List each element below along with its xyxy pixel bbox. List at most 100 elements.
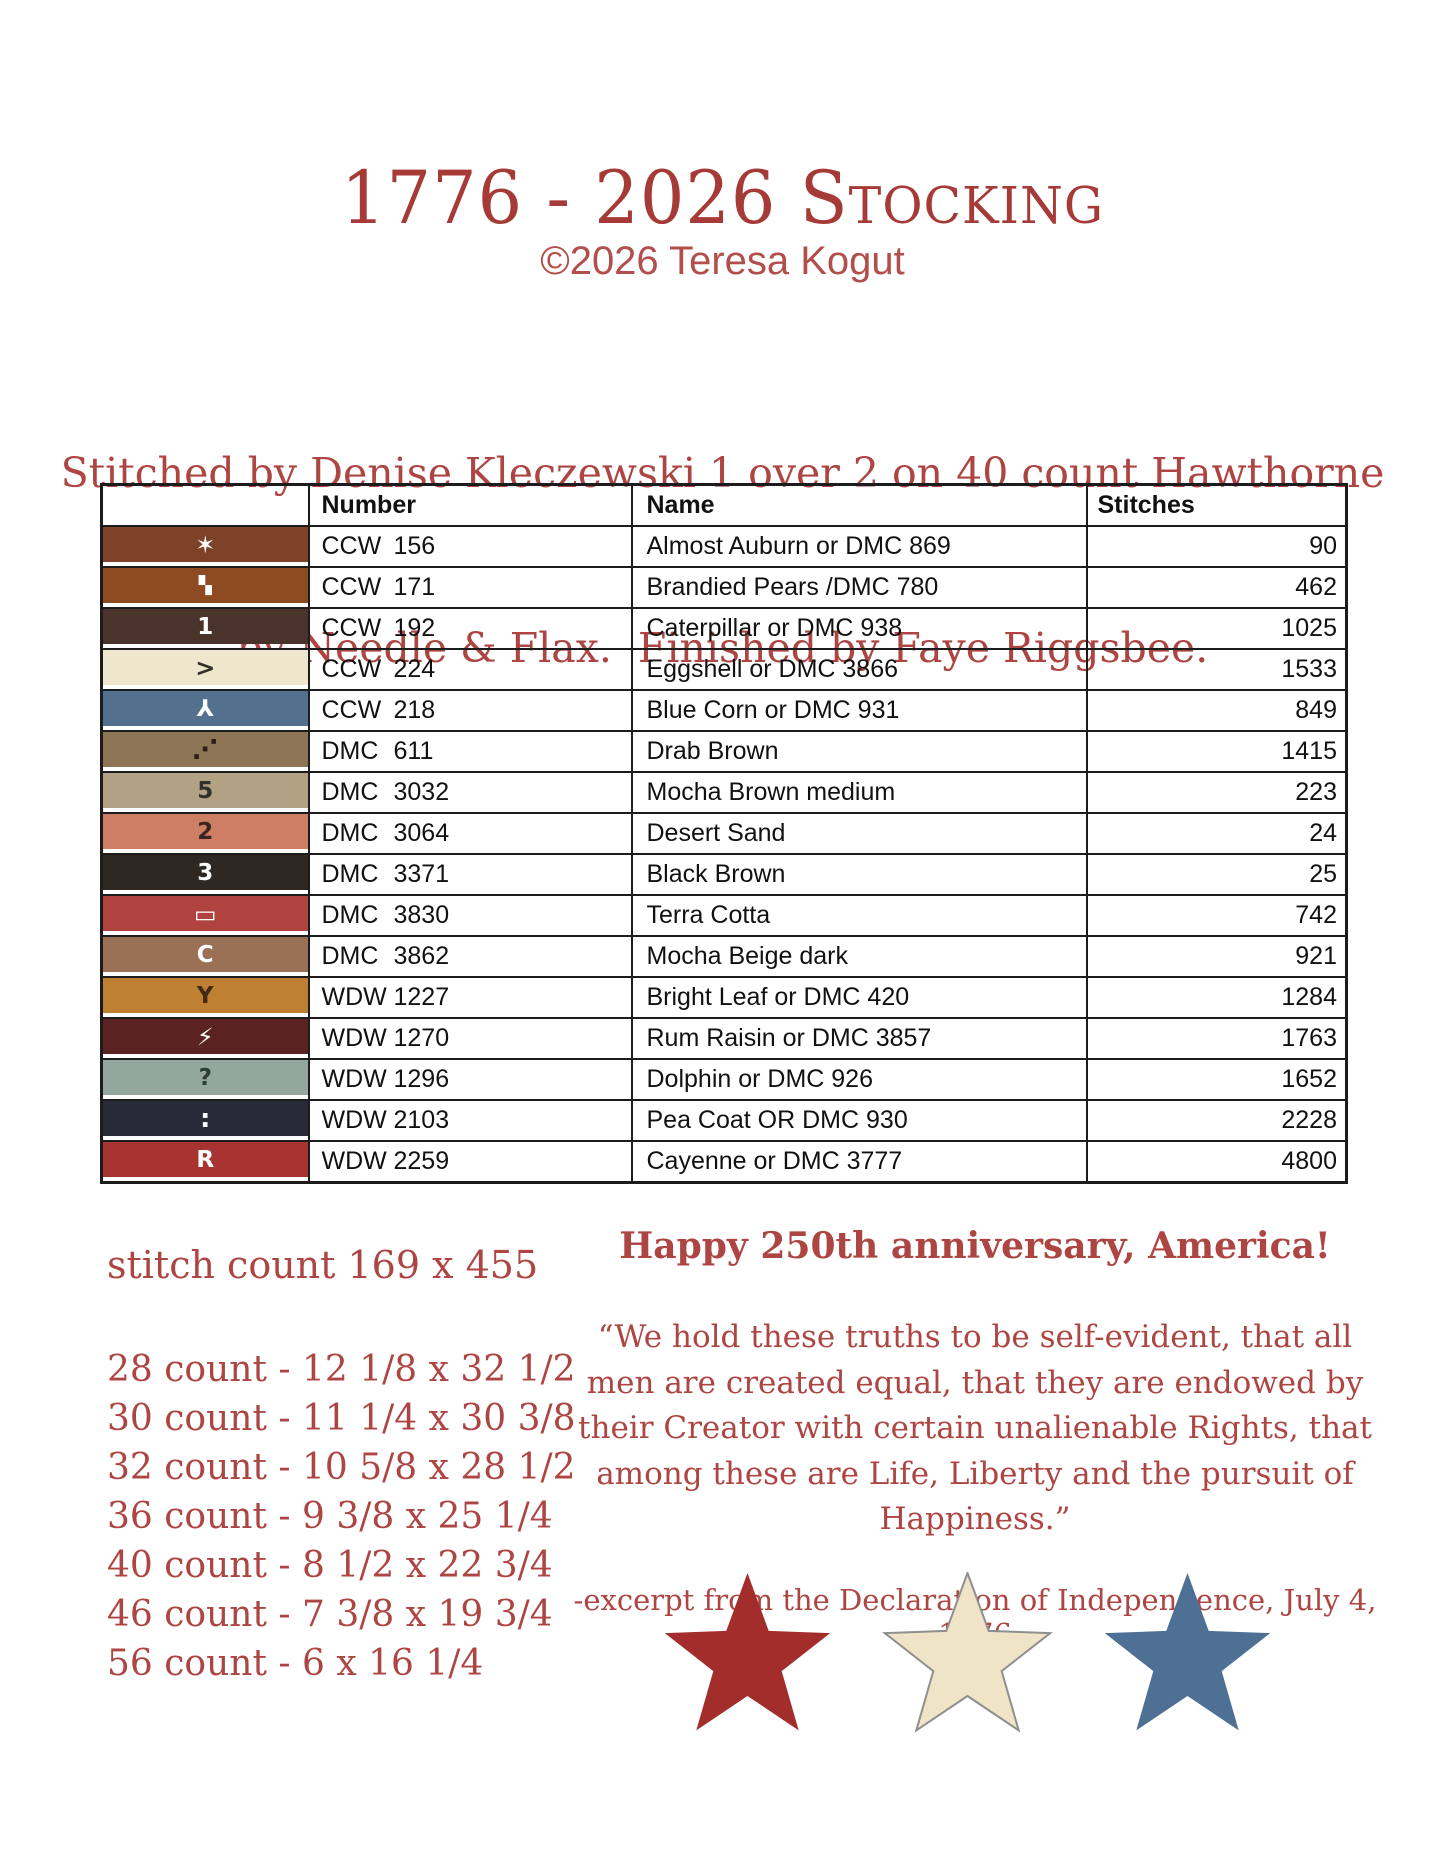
table-row: 1 CCW 192 Caterpillar or DMC 938 1025 bbox=[100, 607, 1348, 650]
thread-code: 218 bbox=[393, 696, 436, 724]
thread-brand: CCW bbox=[321, 655, 382, 683]
color-swatch-cell: 1 bbox=[100, 607, 310, 650]
page-title: 1776 - 2026 Stocking bbox=[341, 155, 1104, 241]
thread-code: 1270 bbox=[393, 1024, 450, 1052]
color-swatch: ⚡ bbox=[103, 1019, 308, 1054]
title-block: 1776 - 2026 Stocking ©2026 Teresa Kogut bbox=[0, 155, 1445, 284]
color-swatch-cell: 5 bbox=[100, 771, 310, 814]
color-swatch-cell: ⚡ bbox=[100, 1017, 310, 1060]
table-row: ⅄ CCW 218 Blue Corn or DMC 931 849 bbox=[100, 689, 1348, 732]
color-swatch: ✶ bbox=[103, 527, 308, 562]
size-info-block: stitch count 169 x 455 28 count - 12 1/8… bbox=[107, 1243, 576, 1688]
thread-code: 611 bbox=[393, 737, 434, 765]
color-swatch-cell: ✶ bbox=[100, 525, 310, 568]
thread-name-cell: Rum Raisin or DMC 3857 bbox=[630, 1017, 1088, 1060]
stars-row bbox=[660, 1572, 1275, 1739]
color-swatch: 1 bbox=[103, 609, 308, 644]
fabric-size-line: 32 count - 10 5/8 x 28 1/2 bbox=[107, 1447, 576, 1488]
thread-brand: CCW bbox=[321, 573, 382, 601]
table-row: 5 DMC 3032 Mocha Brown medium 223 bbox=[100, 771, 1348, 814]
thread-name-cell: Dolphin or DMC 926 bbox=[630, 1058, 1088, 1101]
color-swatch: 5 bbox=[103, 773, 308, 808]
stitch-count: stitch count 169 x 455 bbox=[107, 1243, 539, 1287]
table-row: ✶ CCW 156 Almost Auburn or DMC 869 90 bbox=[100, 525, 1348, 568]
thread-code: 3830 bbox=[393, 901, 450, 929]
fabric-size-line: 40 count - 8 1/2 x 22 3/4 bbox=[107, 1545, 553, 1586]
cream-star-icon bbox=[882, 1572, 1053, 1733]
color-swatch: ▚ bbox=[103, 568, 308, 603]
thread-number-cell: WDW 2259 bbox=[307, 1140, 633, 1184]
thread-number-cell: DMC 611 bbox=[307, 730, 633, 773]
table-header-row: Number Name Stitches bbox=[100, 483, 1348, 527]
table-row: ▚ CCW 171 Brandied Pears /DMC 780 462 bbox=[100, 566, 1348, 609]
table-row: > CCW 224 Eggshell or DMC 3866 1533 bbox=[100, 648, 1348, 691]
blue-star-icon bbox=[1104, 1573, 1271, 1731]
thread-name-cell: Desert Sand bbox=[630, 812, 1088, 855]
color-swatch-cell: > bbox=[100, 648, 310, 691]
stitch-count-cell: 462 bbox=[1085, 566, 1348, 609]
thread-brand: WDW bbox=[321, 983, 387, 1011]
stitch-count-cell: 1284 bbox=[1085, 976, 1348, 1019]
table-row: Y WDW 1227 Bright Leaf or DMC 420 1284 bbox=[100, 976, 1348, 1019]
thread-name-cell: Bright Leaf or DMC 420 bbox=[630, 976, 1088, 1019]
table-row: 2 DMC 3064 Desert Sand 24 bbox=[100, 812, 1348, 855]
thread-code: 3032 bbox=[393, 778, 450, 806]
thread-brand: DMC bbox=[321, 819, 379, 847]
thread-brand: DMC bbox=[321, 737, 379, 765]
color-swatch: C bbox=[103, 937, 308, 972]
thread-code: 3371 bbox=[393, 860, 450, 888]
thread-code: 2259 bbox=[393, 1147, 450, 1175]
legend-table-body: ✶ CCW 156 Almost Auburn or DMC 869 90 ▚ CCW 171… bbox=[100, 525, 1348, 1184]
thread-number-cell: CCW 192 bbox=[307, 607, 633, 650]
thread-name-cell: Almost Auburn or DMC 869 bbox=[630, 525, 1088, 568]
stitch-count-cell: 90 bbox=[1085, 525, 1348, 568]
anniversary-heading: Happy 250th anniversary, America! bbox=[619, 1225, 1331, 1267]
color-swatch-cell: ▭ bbox=[100, 894, 310, 937]
thread-number-cell: CCW 156 bbox=[307, 525, 633, 568]
table-row: 3 DMC 3371 Black Brown 25 bbox=[100, 853, 1348, 896]
stitch-count-cell: 1533 bbox=[1085, 648, 1348, 691]
thread-number-cell: DMC 3862 bbox=[307, 935, 633, 978]
thread-brand: WDW bbox=[321, 1065, 387, 1093]
thread-number-cell: CCW 171 bbox=[307, 566, 633, 609]
thread-code: 3064 bbox=[393, 819, 450, 847]
thread-number-cell: CCW 218 bbox=[307, 689, 633, 732]
thread-number-cell: WDW 2103 bbox=[307, 1099, 633, 1142]
thread-number-cell: WDW 1270 bbox=[307, 1017, 633, 1060]
thread-brand: WDW bbox=[321, 1147, 387, 1175]
thread-name-cell: Mocha Brown medium bbox=[630, 771, 1088, 814]
color-swatch: : bbox=[103, 1101, 308, 1136]
thread-number-cell: WDW 1296 bbox=[307, 1058, 633, 1101]
thread-number-cell: DMC 3064 bbox=[307, 812, 633, 855]
declaration-quote: “We hold these truths to be self-evident… bbox=[578, 1319, 1372, 1538]
thread-code: 192 bbox=[393, 614, 436, 642]
thread-name-cell: Mocha Beige dark bbox=[630, 935, 1088, 978]
table-row: ⋰ DMC 611 Drab Brown 1415 bbox=[100, 730, 1348, 773]
color-swatch-cell: ⅄ bbox=[100, 689, 310, 732]
color-swatch: > bbox=[103, 650, 308, 685]
color-swatch-cell: Y bbox=[100, 976, 310, 1019]
thread-name-cell: Brandied Pears /DMC 780 bbox=[630, 566, 1088, 609]
table-row: R WDW 2259 Cayenne or DMC 3777 4800 bbox=[100, 1140, 1348, 1184]
color-swatch-cell: : bbox=[100, 1099, 310, 1142]
fabric-size-line: 28 count - 12 1/8 x 32 1/2 bbox=[107, 1349, 576, 1390]
fabric-size-line: 46 count - 7 3/8 x 19 3/4 bbox=[107, 1594, 553, 1635]
color-swatch: R bbox=[103, 1142, 308, 1177]
color-swatch-cell: ? bbox=[100, 1058, 310, 1101]
stitch-count-cell: 2228 bbox=[1085, 1099, 1348, 1142]
thread-code: 171 bbox=[393, 573, 436, 601]
thread-code: 224 bbox=[393, 655, 436, 683]
color-swatch: Y bbox=[103, 978, 308, 1013]
thread-brand: DMC bbox=[321, 942, 379, 970]
thread-code: 1296 bbox=[393, 1065, 450, 1093]
table-row: ⚡ WDW 1270 Rum Raisin or DMC 3857 1763 bbox=[100, 1017, 1348, 1060]
stitch-count-cell: 1025 bbox=[1085, 607, 1348, 650]
thread-code: 156 bbox=[393, 532, 436, 560]
thread-name-cell: Terra Cotta bbox=[630, 894, 1088, 937]
color-swatch-cell: ▚ bbox=[100, 566, 310, 609]
thread-number-cell: DMC 3830 bbox=[307, 894, 633, 937]
color-swatch-cell: R bbox=[100, 1140, 310, 1184]
color-swatch: ? bbox=[103, 1060, 308, 1095]
thread-legend-table: Number Name Stitches ✶ CCW 156 Almost Aubur… bbox=[100, 483, 1348, 1184]
thread-brand: CCW bbox=[321, 532, 382, 560]
